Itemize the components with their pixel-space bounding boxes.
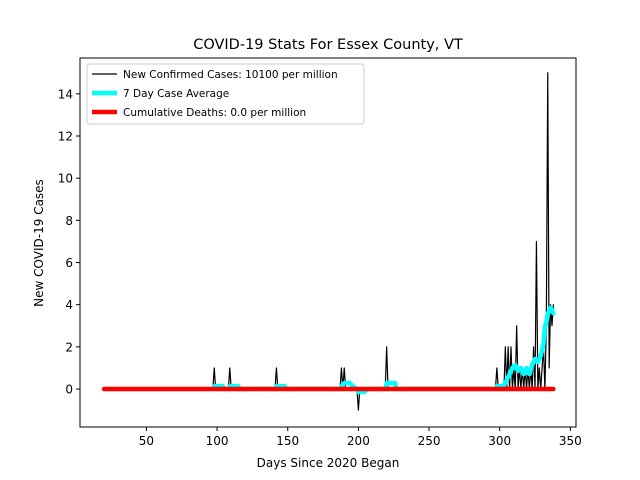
x-tick-label: 150 (276, 434, 299, 448)
legend-label: Cumulative Deaths: 0.0 per million (123, 107, 306, 119)
y-tick-label: 0 (65, 383, 73, 397)
y-axis-label: New COVID-19 Cases (32, 179, 46, 307)
plot-frame (79, 57, 577, 428)
legend-label: New Confirmed Cases: 10100 per million (123, 69, 338, 81)
x-tick-label: 300 (488, 434, 511, 448)
x-tick-label: 250 (418, 434, 441, 448)
y-tick-label: 6 (65, 256, 73, 270)
x-axis-label: Days Since 2020 Began (257, 456, 400, 470)
legend-box (86, 63, 365, 125)
chart-title: COVID-19 Stats For Essex County, VT (193, 37, 463, 53)
y-tick-label: 4 (65, 298, 73, 312)
y-tick-label: 10 (58, 172, 73, 186)
axes: 50 100 150 200 250 300 350 0 2 4 6 8 10 12 14 (58, 57, 582, 448)
y-tick-label: 2 (65, 340, 73, 354)
y-tick-label: 14 (58, 87, 73, 101)
x-tick-label: 200 (347, 434, 370, 448)
x-tick-label: 100 (206, 434, 229, 448)
x-tick-label: 350 (559, 434, 582, 448)
legend-label: 7 Day Case Average (123, 88, 229, 100)
y-tick-label: 12 (58, 130, 73, 144)
y-tick-label: 8 (65, 214, 73, 228)
x-tick-label: 50 (139, 434, 154, 448)
legend: New Confirmed Cases: 10100 per million 7 … (86, 63, 365, 125)
series-line-2 (210, 305, 556, 395)
